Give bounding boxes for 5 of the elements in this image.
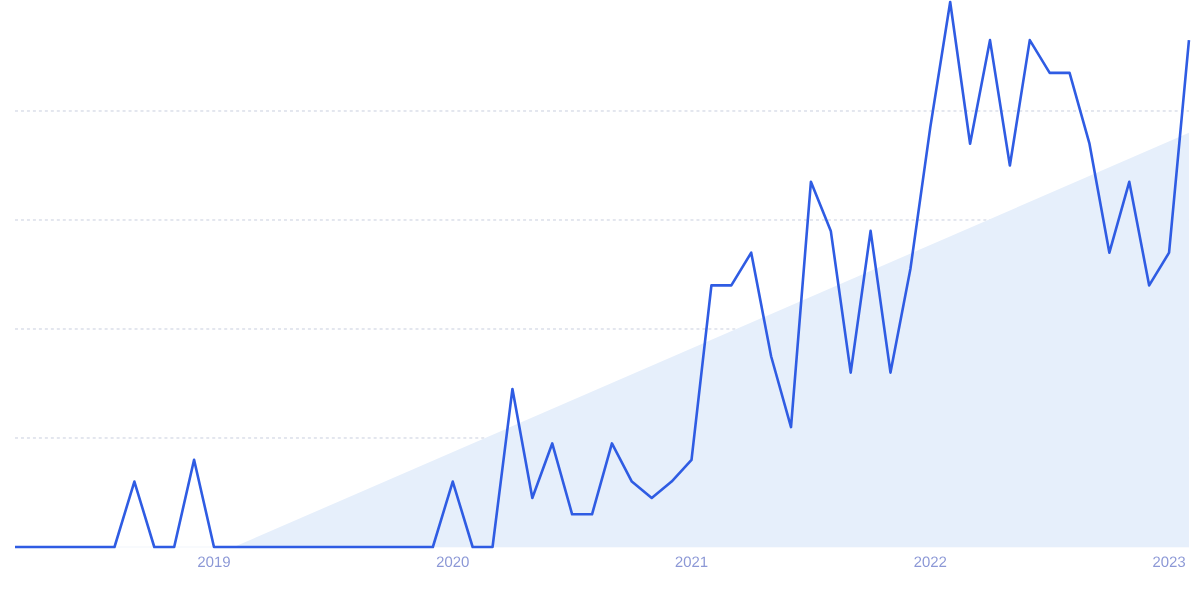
x-tick-label: 2020 — [436, 556, 469, 568]
x-tick-label: 2021 — [675, 556, 708, 568]
x-tick-label: 2019 — [198, 556, 230, 568]
x-tick-label: 2022 — [914, 556, 947, 568]
x-tick-label: 2023 — [1153, 556, 1186, 568]
